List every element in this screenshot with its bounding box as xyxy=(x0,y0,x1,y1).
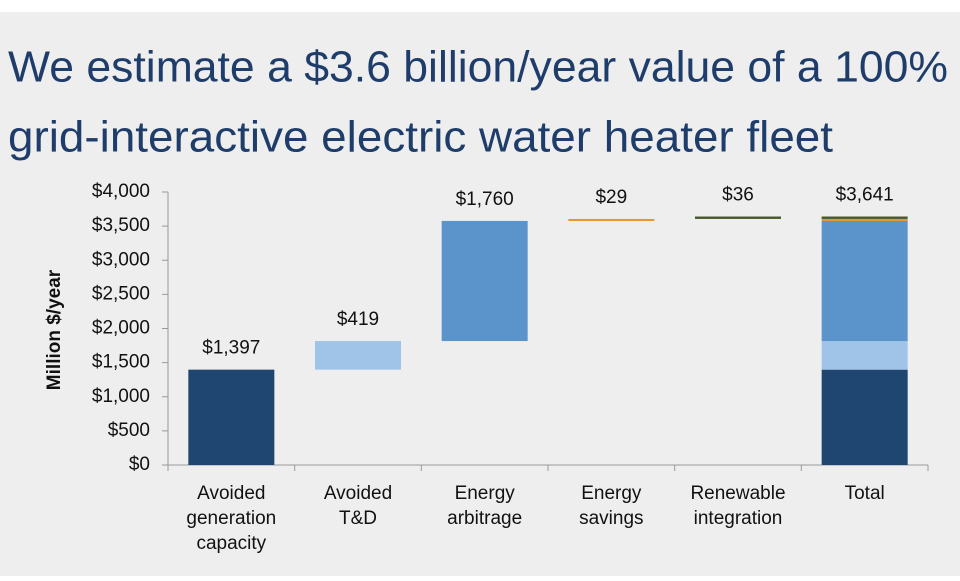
total-segment xyxy=(821,218,908,221)
y-tick-label: $3,500 xyxy=(92,215,150,236)
y-tick-label: $2,500 xyxy=(92,283,150,304)
bar xyxy=(695,216,781,219)
x-tick-label: integration xyxy=(694,508,783,529)
total-label: $3,641 xyxy=(836,185,894,206)
title-line: We estimate a $3.6 billion/year value of… xyxy=(8,43,948,92)
x-tick-label: Renewable xyxy=(690,483,785,504)
bar xyxy=(568,218,655,221)
y-tick-label: $3,000 xyxy=(92,249,150,270)
total-segment xyxy=(821,220,908,342)
x-tick-label: Energy xyxy=(581,483,642,504)
value-label: $1,397 xyxy=(202,338,260,359)
x-tick-label: Total xyxy=(845,483,885,504)
x-tick-label: arbitrage xyxy=(447,508,522,529)
x-tick-label: Avoided xyxy=(324,483,392,504)
x-tick-label: generation xyxy=(186,508,276,529)
total-segment xyxy=(821,216,908,219)
y-tick-label: $4,000 xyxy=(92,181,150,202)
bar xyxy=(188,369,275,465)
top-strip xyxy=(0,0,960,12)
x-tick-label: T&D xyxy=(339,508,377,529)
y-tick-label: $500 xyxy=(108,420,150,441)
y-axis-label: Million $/year xyxy=(44,269,65,390)
value-label: $36 xyxy=(722,185,754,206)
value-label: $1,760 xyxy=(456,189,514,210)
y-tick-label: $0 xyxy=(129,454,150,475)
y-tick-label: $1,500 xyxy=(92,352,150,373)
x-tick-label: Avoided xyxy=(197,483,265,504)
value-label: $419 xyxy=(337,309,379,330)
x-tick-label: Energy xyxy=(455,483,516,504)
bar xyxy=(315,341,401,370)
total-segment xyxy=(821,369,908,465)
x-tick-label: savings xyxy=(579,508,643,529)
value-label: $29 xyxy=(595,187,627,208)
y-tick-label: $2,000 xyxy=(92,318,150,339)
y-tick-label: $1,000 xyxy=(92,386,150,407)
bar xyxy=(441,220,528,342)
total-segment xyxy=(821,341,908,370)
x-tick-label: capacity xyxy=(196,533,266,554)
title-line: grid-interactive electric water heater f… xyxy=(8,113,833,162)
